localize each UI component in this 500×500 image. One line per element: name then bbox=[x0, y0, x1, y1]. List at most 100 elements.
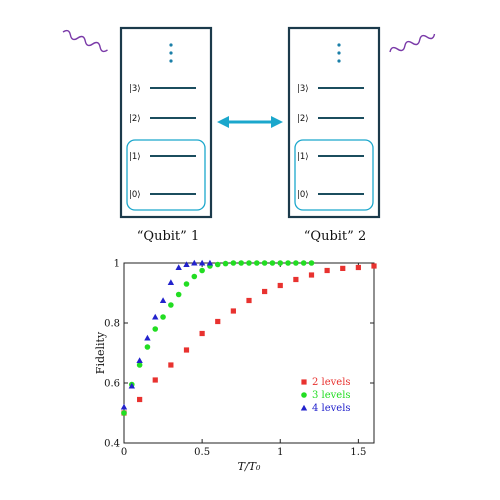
qubit-1-subspace-highlight bbox=[126, 139, 206, 211]
ellipsis-dot bbox=[337, 43, 341, 47]
qubit-2-box: |3⟩ |2⟩ |1⟩ |0⟩ bbox=[287, 26, 381, 219]
data-point bbox=[152, 326, 159, 332]
data-point bbox=[183, 347, 190, 353]
data-point bbox=[371, 263, 377, 269]
y-tick-label: 0.6 bbox=[104, 379, 120, 390]
data-point bbox=[128, 382, 136, 389]
qubit-2-outline bbox=[287, 26, 381, 219]
data-marks bbox=[120, 259, 377, 416]
data-point bbox=[136, 357, 143, 364]
data-point bbox=[160, 314, 166, 320]
qubit-1-label: “Qubit” 1 bbox=[137, 229, 199, 244]
series-3 bbox=[120, 259, 214, 410]
data-point bbox=[308, 272, 315, 278]
series-2 bbox=[121, 260, 315, 416]
data-point bbox=[159, 297, 167, 304]
data-point bbox=[199, 267, 205, 274]
data-point bbox=[340, 265, 346, 271]
legend-marker bbox=[301, 392, 307, 398]
ellipsis-dot bbox=[169, 51, 173, 55]
fidelity-chart: 0 0.5 1 1.5 0.4 0.6 0.8 1 Fidelity T/T₀ 2 level… bbox=[94, 259, 377, 473]
x-tick-label: 1.5 bbox=[350, 447, 366, 458]
data-point bbox=[191, 259, 198, 266]
data-point bbox=[222, 260, 229, 267]
data-point bbox=[175, 264, 182, 271]
qubit-2-level-1-label: |1⟩ bbox=[297, 152, 309, 162]
qubit-1-level-1-label: |1⟩ bbox=[129, 152, 141, 162]
chart-legend: 2 levels 3 levels 4 levels bbox=[296, 375, 364, 420]
data-point bbox=[214, 261, 221, 268]
y-tick-label: 1 bbox=[114, 259, 120, 270]
energy-level-diagram: |3⟩ |2⟩ |1⟩ |0⟩ |3⟩ |2⟩ |1⟩ |0⟩ bbox=[62, 26, 436, 244]
ellipsis-dot bbox=[337, 51, 341, 55]
data-point bbox=[183, 261, 190, 268]
data-point bbox=[300, 260, 307, 266]
data-point bbox=[238, 260, 244, 266]
qubit-2-subspace-highlight bbox=[294, 139, 374, 211]
ellipsis-dot bbox=[337, 59, 341, 63]
x-tick-label: 0 bbox=[121, 447, 127, 458]
data-point bbox=[230, 260, 237, 266]
qubit-2-level-2-label: |2⟩ bbox=[297, 114, 309, 124]
qubit-2-label: “Qubit” 2 bbox=[304, 229, 366, 244]
legend-marker bbox=[301, 379, 307, 385]
data-point bbox=[230, 308, 236, 314]
data-point bbox=[198, 259, 206, 266]
x-tick-label: 1 bbox=[277, 447, 283, 458]
x-axis-label: T/T₀ bbox=[238, 460, 261, 473]
ellipsis-dot bbox=[169, 43, 173, 47]
legend-entry: 4 levels bbox=[312, 403, 351, 414]
data-point bbox=[261, 260, 268, 266]
data-point bbox=[293, 260, 299, 266]
x-tick-label: 0.5 bbox=[194, 447, 210, 458]
y-tick-label: 0.4 bbox=[104, 439, 120, 450]
data-point bbox=[121, 410, 127, 416]
data-point bbox=[262, 288, 268, 295]
qubit-2-level-0-label: |0⟩ bbox=[297, 190, 309, 200]
data-point bbox=[144, 334, 151, 341]
qubit-1-level-3-label: |3⟩ bbox=[129, 84, 141, 94]
axis-ticks: 0 0.5 1 1.5 0.4 0.6 0.8 1 bbox=[104, 259, 374, 458]
series-1 bbox=[121, 263, 377, 416]
legend-marker bbox=[300, 404, 308, 411]
ellipsis-dot bbox=[169, 59, 173, 63]
data-point bbox=[152, 377, 158, 383]
data-point bbox=[269, 260, 276, 266]
data-point bbox=[167, 279, 175, 286]
data-point bbox=[120, 403, 128, 410]
data-point bbox=[254, 260, 260, 266]
qubit-1-level-0-label: |0⟩ bbox=[129, 190, 141, 200]
data-point bbox=[277, 282, 283, 289]
data-point bbox=[308, 260, 315, 266]
data-point bbox=[199, 330, 205, 337]
data-point bbox=[285, 260, 291, 266]
data-point bbox=[183, 281, 190, 287]
data-point bbox=[355, 264, 361, 271]
legend-background bbox=[296, 375, 364, 420]
data-point bbox=[137, 396, 143, 403]
legend-entry: 2 levels bbox=[312, 377, 351, 388]
data-point bbox=[168, 302, 174, 308]
qubit-1-box: |3⟩ |2⟩ |1⟩ |0⟩ bbox=[119, 26, 213, 219]
data-point bbox=[206, 259, 214, 266]
data-point bbox=[246, 297, 252, 304]
data-point bbox=[215, 318, 221, 325]
data-point bbox=[246, 260, 252, 266]
legend-entry: 3 levels bbox=[312, 390, 351, 401]
microwave-wave-right-icon bbox=[389, 33, 436, 53]
y-tick-label: 0.8 bbox=[104, 319, 120, 330]
data-point bbox=[324, 267, 330, 274]
coupling-arrow-icon bbox=[217, 116, 283, 128]
data-point bbox=[277, 260, 284, 266]
data-point bbox=[168, 362, 174, 368]
data-point bbox=[191, 273, 198, 280]
data-point bbox=[175, 291, 182, 298]
data-point bbox=[152, 313, 159, 320]
qubit-1-level-2-label: |2⟩ bbox=[129, 114, 141, 124]
data-point bbox=[144, 344, 151, 350]
data-point bbox=[136, 362, 143, 368]
qubit-2-level-3-label: |3⟩ bbox=[297, 84, 309, 94]
microwave-wave-left-icon bbox=[62, 29, 108, 53]
qubit-1-outline bbox=[119, 26, 213, 219]
